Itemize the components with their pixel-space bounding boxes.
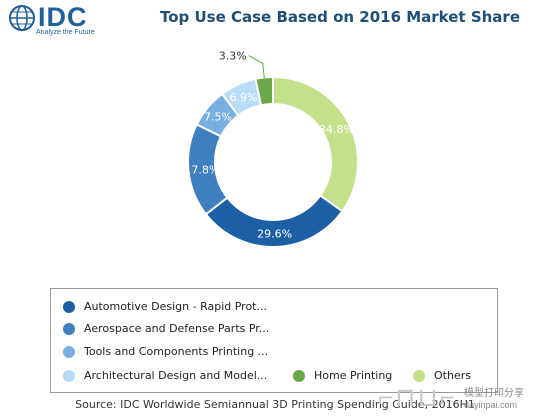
chart-legend: Automotive Design - Rapid Prot... Aerosp… — [50, 288, 498, 393]
watermark-logo-icon: ⌐⊓⊔⌐ — [378, 382, 457, 412]
legend-swatch — [63, 300, 75, 313]
slice-value-label: 17.8% — [184, 163, 219, 176]
donut-chart: 34.8% 29.6% 17.8% 7.5% 6.9% 3.3% — [184, 49, 359, 247]
legend-label: Architectural Design and Model... — [84, 369, 268, 382]
watermark-text: 模型打印分享 — [464, 388, 524, 399]
logo-text: IDC — [38, 2, 88, 32]
legend-swatch — [413, 369, 425, 382]
legend-item-architectural[interactable]: Architectural Design and Model... — [63, 369, 267, 382]
legend-label: Automotive Design - Rapid Prot... — [84, 300, 267, 313]
watermark-url: dayinpai.com — [464, 400, 518, 410]
legend-swatch — [63, 322, 75, 335]
legend-item-home-printing[interactable]: Home Printing — [293, 369, 392, 382]
slice-value-label: 3.3% — [219, 50, 247, 63]
source-note: Source: IDC Worldwide Semiannual 3D Prin… — [75, 398, 475, 411]
leader-line — [248, 55, 266, 82]
chart-title: Top Use Case Based on 2016 Market Share — [159, 8, 520, 26]
legend-label: Tools and Components Printing ... — [84, 345, 269, 358]
legend-swatch — [63, 369, 75, 382]
legend-item-tools[interactable]: Tools and Components Printing ... — [63, 345, 268, 358]
idc-globe-icon — [9, 5, 35, 31]
legend-item-automotive[interactable]: Automotive Design - Rapid Prot... — [63, 300, 267, 313]
donut-slice-home-printing[interactable] — [254, 75, 274, 107]
legend-swatch — [63, 345, 75, 358]
slice-value-label: 34.8% — [319, 123, 354, 136]
slice-value-label: 7.5% — [204, 110, 232, 123]
legend-label: Others — [434, 369, 471, 382]
logo-tagline: Analyze the Future — [36, 29, 95, 36]
slice-value-label: 6.9% — [230, 91, 258, 104]
legend-label: Aerospace and Defense Parts Pr... — [84, 322, 270, 335]
idc-logo: IDC Analyze the Future — [8, 2, 128, 40]
slice-value-label: 29.6% — [257, 227, 292, 240]
legend-label: Home Printing — [314, 369, 393, 382]
legend-item-aerospace[interactable]: Aerospace and Defense Parts Pr... — [63, 322, 269, 335]
legend-item-others[interactable]: Others — [413, 369, 471, 382]
watermark: ⌐⊓⊔⌐ 模型打印分享 dayinpai.com — [378, 378, 548, 418]
legend-swatch — [293, 369, 305, 382]
donut-slice-others[interactable] — [272, 75, 359, 213]
